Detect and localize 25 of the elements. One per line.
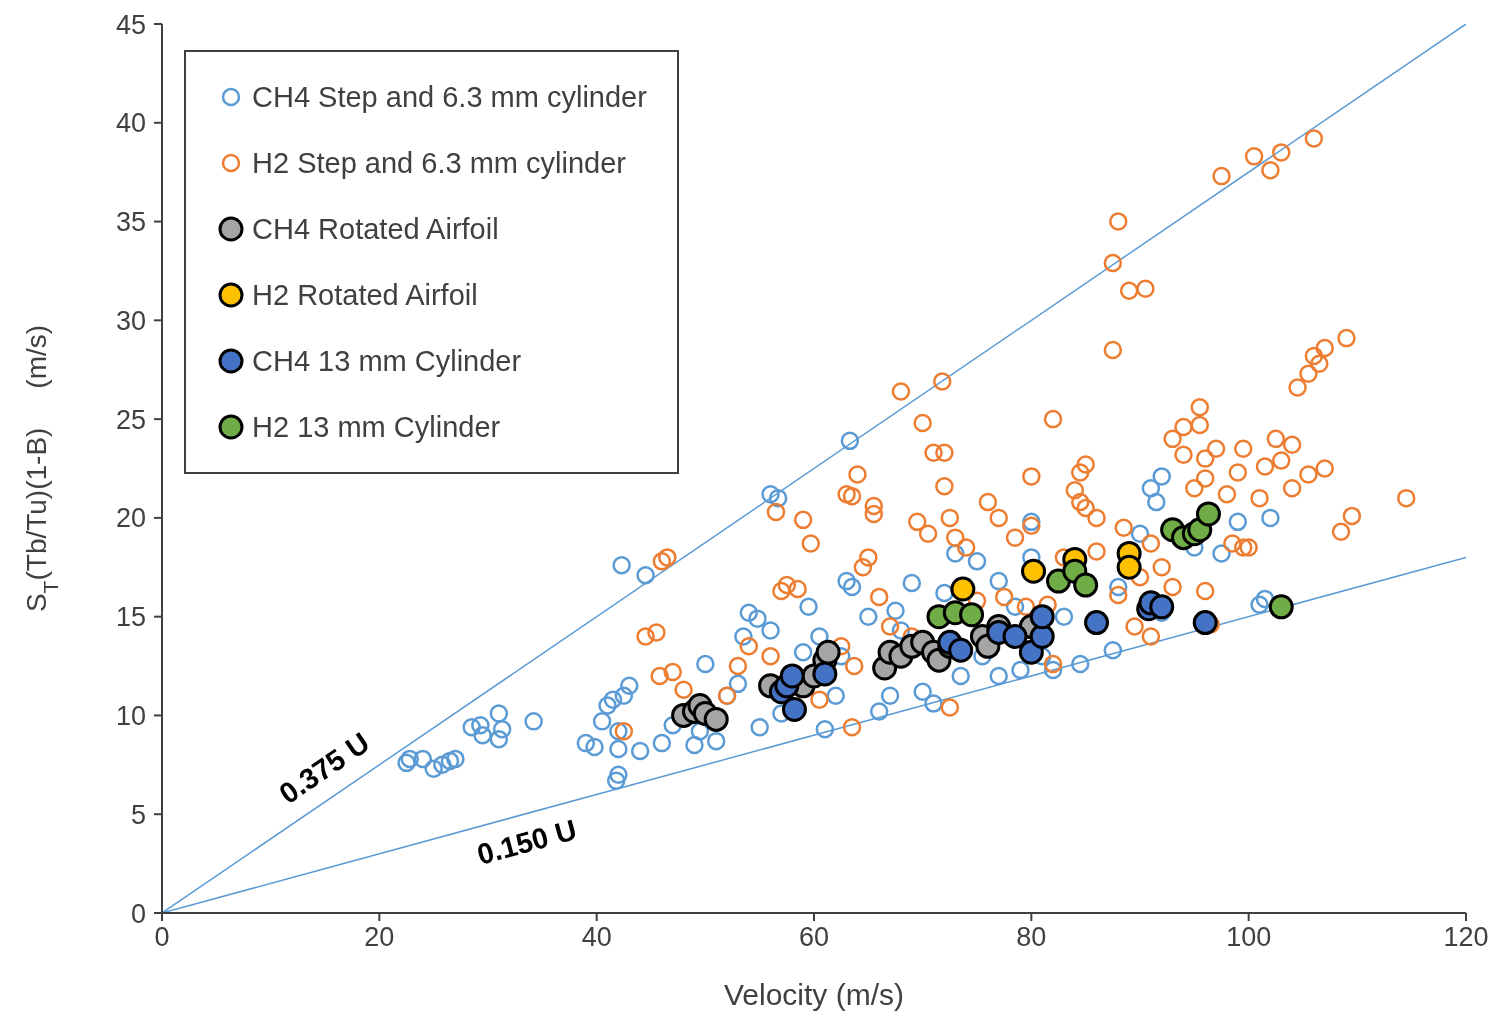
y-tick-label: 5 [130, 799, 146, 830]
y-tick-label: 45 [115, 9, 146, 40]
legend-label: CH4 Rotated Airfoil [252, 212, 499, 246]
legend-label: H2 Step and 6.3 mm cylinder [252, 146, 626, 180]
legend-label: CH4 13 mm Cylinder [252, 344, 522, 378]
y-tick-label: 30 [115, 305, 146, 336]
annotation: 0.150 U [473, 813, 580, 871]
legend-label: H2 13 mm Cylinder [252, 410, 501, 444]
x-tick-label: 120 [1443, 922, 1489, 953]
x-tick-label: 80 [1016, 922, 1047, 953]
x-tick-label: 60 [798, 922, 830, 953]
x-tick-label: 20 [364, 922, 395, 953]
x-axis-title: Velocity (m/s) [723, 978, 905, 1011]
y-tick-label: 20 [115, 503, 146, 534]
x-tick-label: 100 [1226, 922, 1272, 953]
x-tick-label: 0 [154, 922, 170, 953]
x-tick-label: 40 [581, 922, 612, 953]
y-tick-label: 25 [115, 404, 146, 435]
y-tick-label: 10 [115, 701, 146, 732]
y-tick-label: 15 [115, 602, 146, 633]
legend-label: H2 Rotated Airfoil [252, 278, 478, 312]
y-tick-label: 35 [115, 207, 146, 238]
y-tick-label: 0 [130, 898, 146, 929]
legend-label: CH4 Step and 6.3 mm cylinder [252, 80, 647, 114]
y-tick-label: 40 [115, 108, 146, 139]
